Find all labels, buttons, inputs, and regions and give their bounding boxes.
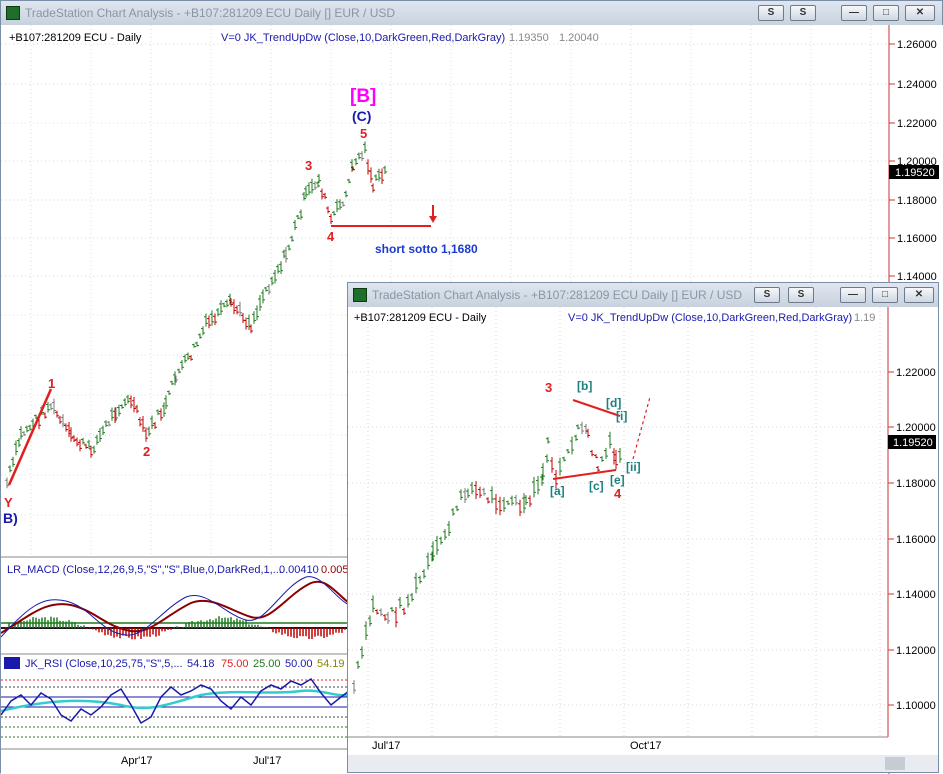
price-label: 1.16000 bbox=[897, 233, 937, 245]
macd-pane: LR_MACD (Close,12,26,9,5,"S","S",Blue,0,… bbox=[1, 564, 350, 640]
inset-current-price: 1.19520 bbox=[893, 437, 933, 449]
main-close-button[interactable]: ✕ bbox=[905, 5, 935, 21]
tradestation-app-icon bbox=[6, 6, 20, 20]
inset-close-button[interactable]: ✕ bbox=[904, 287, 934, 303]
rsi-avg-line bbox=[1, 689, 350, 713]
inset-price-scale: 1.22000 1.20000 1.18000 1.16000 1.14000 … bbox=[888, 367, 936, 712]
price-label: 1.12000 bbox=[896, 645, 936, 657]
inset-wave-label-b: [b] bbox=[577, 379, 592, 393]
rsi-value-3: 25.00 bbox=[253, 658, 281, 670]
inset-horizontal-scrollbar[interactable] bbox=[348, 755, 938, 772]
inset-style-button-2[interactable]: S bbox=[788, 287, 814, 303]
triangle-lower-line bbox=[552, 469, 617, 480]
rsi-label: JK_RSI (Close,10,25,75,"S",5,... bbox=[25, 658, 183, 670]
inset-wave-label-a: [a] bbox=[550, 484, 565, 498]
wave-label-4: 4 bbox=[327, 229, 335, 244]
rsi-pane: JK_RSI (Close,10,25,75,"S",5,... 54.18 7… bbox=[1, 657, 350, 738]
price-label: 1.18000 bbox=[896, 478, 936, 490]
main-style-button-1[interactable]: S bbox=[758, 5, 784, 21]
main-price-bars bbox=[5, 141, 387, 489]
rsi-line bbox=[1, 678, 350, 725]
main-symbol-label: +B107:281209 ECU - Daily bbox=[9, 32, 142, 44]
inset-current-price-box bbox=[888, 435, 936, 449]
rsi-value-1: 54.18 bbox=[187, 658, 215, 670]
price-label: 1.18000 bbox=[897, 195, 937, 207]
macd-line bbox=[1, 576, 350, 638]
price-label: 1.22000 bbox=[897, 118, 937, 130]
price-label: 1.20000 bbox=[896, 422, 936, 434]
inset-chart-area[interactable]: +B107:281209 ECU - Daily V=0 JK_TrendUpD… bbox=[348, 307, 938, 772]
price-label: 1.26000 bbox=[897, 39, 937, 51]
inset-scrollbar-thumb[interactable] bbox=[885, 757, 905, 770]
main-current-price-box bbox=[889, 165, 939, 179]
inset-indicator-label: V=0 JK_TrendUpDw (Close,10,DarkGreen,Red… bbox=[568, 312, 852, 324]
main-indicator-value-1: 1.19350 bbox=[509, 32, 549, 44]
wave-label-c: (C) bbox=[352, 108, 371, 124]
inset-wave-label-4: 4 bbox=[614, 486, 622, 501]
main-window-title: TradeStation Chart Analysis - +B107:2812… bbox=[25, 6, 396, 20]
price-label: 1.16000 bbox=[896, 534, 936, 546]
inset-wave-label-ii: [ii] bbox=[626, 460, 641, 474]
macd-label: LR_MACD (Close,12,26,9,5,"S","S",Blue,0,… bbox=[7, 564, 282, 576]
inset-restore-button[interactable]: □ bbox=[872, 287, 898, 303]
macd-value-1: 0.00410 bbox=[279, 564, 319, 576]
rsi-value-2: 75.00 bbox=[221, 658, 249, 670]
wave-line-y-to-1 bbox=[7, 388, 53, 486]
price-label: 1.22000 bbox=[896, 367, 936, 379]
rsi-value-5: 54.19 bbox=[317, 658, 345, 670]
inset-symbol-label: +B107:281209 ECU - Daily bbox=[354, 312, 487, 324]
inset-wave-label-c: [c] bbox=[589, 479, 604, 493]
wave-label-b-paren: B) bbox=[3, 510, 18, 526]
inset-wave-label-e: [e] bbox=[610, 473, 625, 487]
projection-line bbox=[632, 396, 651, 460]
main-titlebar[interactable]: TradeStation Chart Analysis - +B107:2812… bbox=[1, 1, 942, 25]
wave-label-3: 3 bbox=[305, 158, 312, 173]
main-minimize-button[interactable]: — bbox=[841, 5, 867, 21]
inset-chart-window: TradeStation Chart Analysis - +B107:2812… bbox=[347, 282, 939, 773]
inset-wave-label-3: 3 bbox=[545, 380, 552, 395]
macd-value-2: 0.005 bbox=[321, 564, 349, 576]
price-label: 1.14000 bbox=[897, 271, 937, 283]
short-annotation: short sotto 1,1680 bbox=[375, 242, 478, 256]
main-date-label-jul: Jul'17 bbox=[253, 755, 281, 767]
wave-label-5: 5 bbox=[360, 126, 367, 141]
wave-label-big-b: [B] bbox=[350, 86, 376, 107]
inset-indicator-value: 1.19 bbox=[854, 312, 875, 324]
rsi-value-4: 50.00 bbox=[285, 658, 313, 670]
price-label: 1.24000 bbox=[897, 79, 937, 91]
inset-date-label-jul: Jul'17 bbox=[372, 740, 400, 752]
inset-wave-label-i: [i] bbox=[616, 409, 627, 423]
main-restore-button[interactable]: □ bbox=[873, 5, 899, 21]
main-indicator-label: V=0 JK_TrendUpDw (Close,10,DarkGreen,Red… bbox=[221, 32, 505, 44]
short-arrow-head bbox=[429, 216, 437, 223]
inset-window-title: TradeStation Chart Analysis - +B107:2812… bbox=[372, 288, 743, 302]
tradestation-app-icon bbox=[353, 288, 367, 302]
main-style-button-2[interactable]: S bbox=[790, 5, 816, 21]
price-label: 1.10000 bbox=[896, 700, 936, 712]
macd-signal-line bbox=[1, 580, 350, 634]
inset-wave-label-d: [d] bbox=[606, 396, 621, 410]
triangle-upper-line bbox=[572, 399, 621, 417]
main-indicator-value-2: 1.20040 bbox=[559, 32, 599, 44]
wave-label-1: 1 bbox=[48, 376, 55, 391]
inset-price-bars bbox=[352, 421, 622, 694]
wave-label-2: 2 bbox=[143, 444, 150, 459]
inset-titlebar[interactable]: TradeStation Chart Analysis - +B107:2812… bbox=[348, 283, 938, 307]
inset-date-label-oct: Oct'17 bbox=[630, 740, 661, 752]
main-current-price: 1.19520 bbox=[895, 167, 935, 179]
price-label: 1.14000 bbox=[896, 589, 936, 601]
inset-style-button-1[interactable]: S bbox=[754, 287, 780, 303]
inset-minimize-button[interactable]: — bbox=[840, 287, 866, 303]
main-date-label-apr: Apr'17 bbox=[121, 755, 152, 767]
wave-label-y: Y bbox=[4, 495, 13, 510]
